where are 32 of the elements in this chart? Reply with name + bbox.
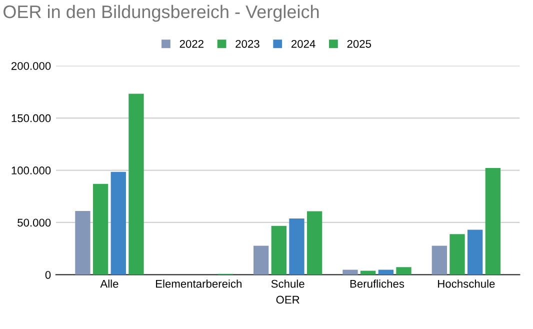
bar xyxy=(110,172,126,275)
x-axis-title: OER xyxy=(276,296,300,304)
bar xyxy=(378,270,394,275)
legend-label: 2025 xyxy=(347,40,372,48)
bar xyxy=(75,210,90,275)
bar xyxy=(432,246,447,275)
x-tick-label: Elementarbereich xyxy=(156,280,242,288)
x-tick-label: Schule xyxy=(271,280,304,288)
y-tick-label: 50.000 xyxy=(18,218,51,227)
bar xyxy=(289,218,304,275)
chart-title: OER in den Bildungsbereich - Vergleich xyxy=(4,4,319,22)
bar xyxy=(271,226,286,275)
y-tick-label: 150.000 xyxy=(12,114,51,122)
bar xyxy=(253,246,269,275)
x-tick-label: Hochschule xyxy=(438,280,495,288)
y-tick-label: 100.000 xyxy=(12,166,51,174)
bar xyxy=(92,184,108,275)
bar xyxy=(342,270,358,275)
x-tick-label: Berufliches xyxy=(350,280,404,288)
bar xyxy=(468,230,483,275)
x-tick-label: Alle xyxy=(100,280,118,288)
bar xyxy=(360,270,376,275)
bar xyxy=(306,211,322,275)
bar xyxy=(128,94,144,275)
legend-label: 2023 xyxy=(236,40,260,48)
bar xyxy=(396,267,412,275)
y-tick-label: 200.000 xyxy=(12,62,51,70)
bar xyxy=(485,168,500,275)
legend-label: 2022 xyxy=(180,40,204,48)
legend-label: 2024 xyxy=(292,40,316,48)
bar xyxy=(450,234,465,275)
y-tick-label: 0 xyxy=(45,270,51,279)
